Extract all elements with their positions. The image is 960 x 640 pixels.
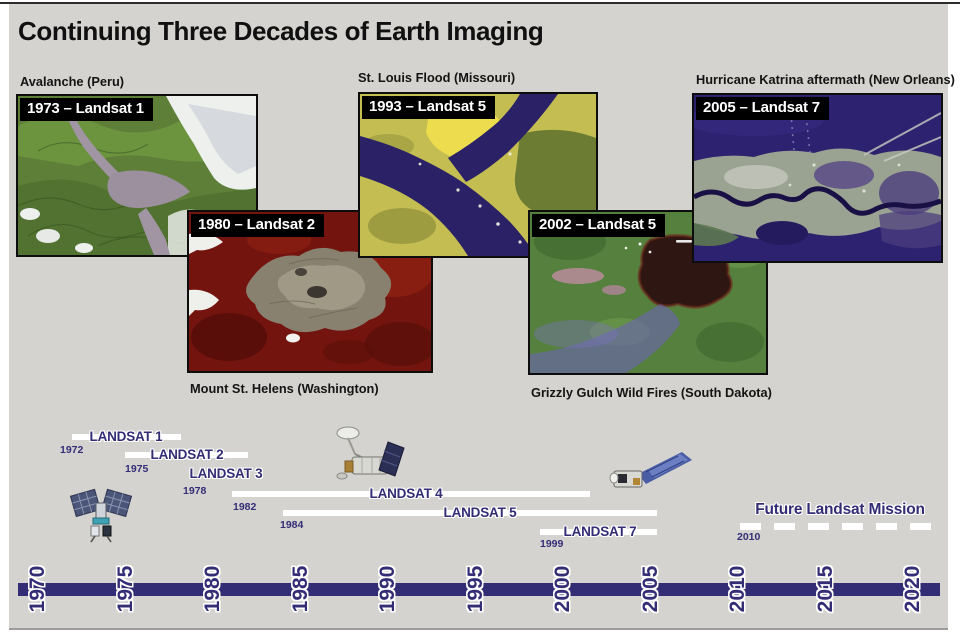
axis-year-1975: 1975 (113, 565, 137, 613)
mission-start-year-future-landsat-mission: 2010 (737, 531, 761, 543)
year-mission-badge-stlouis: 1993 – Landsat 5 (362, 96, 495, 119)
axis-year-2005: 2005 (638, 565, 662, 613)
axis-year-1970: 1970 (26, 565, 49, 613)
mission-bar-landsat-7 (540, 529, 657, 535)
satellite-image-katrina: 2005 – Landsat 7 (692, 93, 943, 263)
mission-bar-landsat-2 (125, 452, 248, 458)
peru-satellite-artwork (18, 96, 256, 255)
axis-year-2015: 2015 (813, 565, 837, 613)
image-caption-katrina: Hurricane Katrina aftermath (New Orleans… (696, 72, 955, 87)
mission-label-landsat-1: LANDSAT 1 (89, 429, 163, 444)
satellite-image-sthelens: 1980 – Landsat 2 (187, 210, 433, 373)
year-mission-badge-peru: 1973 – Landsat 1 (20, 98, 153, 121)
image-caption-peru: Avalanche (Peru) (20, 74, 125, 89)
mission-bar-landsat-5 (283, 510, 657, 516)
landsat-4-5-satellite-illustration (322, 424, 418, 484)
katrina-satellite-artwork (694, 95, 941, 261)
sthelens-satellite-artwork (189, 212, 431, 371)
axis-year-1980: 1980 (201, 565, 224, 613)
mission-bar-future-landsat-mission (740, 523, 937, 530)
satellite-image-peru: 1973 – Landsat 1 (16, 94, 258, 257)
year-mission-badge-katrina: 2005 – Landsat 7 (696, 97, 829, 120)
mission-label-future-landsat-mission: Future Landsat Mission (755, 501, 925, 518)
early-landsat-satellite-illustration (69, 486, 133, 544)
mission-label-landsat-2: LANDSAT 2 (150, 447, 224, 462)
axis-year-1990: 1990 (376, 565, 399, 613)
mission-label-landsat-3: LANDSAT 3 (189, 466, 263, 481)
page-title: Continuing Three Decades of Earth Imagin… (18, 16, 544, 46)
year-mission-badge-sthelens: 1980 – Landsat 2 (191, 214, 324, 237)
axis-year-1995: 1995 (463, 565, 487, 613)
mission-start-year-landsat-3: 1978 (183, 485, 207, 497)
timeline-axis-bar (18, 583, 940, 596)
image-caption-stlouis: St. Louis Flood (Missouri) (358, 70, 516, 85)
axis-year-2010: 2010 (726, 565, 749, 613)
axis-year-1985: 1985 (288, 565, 312, 613)
mission-bar-landsat-1 (72, 434, 181, 440)
image-caption-sthelens: Mount St. Helens (Washington) (190, 381, 379, 396)
mission-label-landsat-5: LANDSAT 5 (443, 505, 517, 520)
mission-start-year-landsat-4: 1982 (233, 501, 257, 513)
year-mission-badge-grizzly: 2002 – Landsat 5 (532, 214, 665, 237)
mission-label-landsat-4: LANDSAT 4 (369, 486, 443, 501)
mission-start-year-landsat-2: 1975 (125, 463, 149, 475)
mission-start-year-landsat-1: 1972 (60, 444, 84, 456)
mission-start-year-landsat-5: 1984 (280, 519, 304, 531)
top-border-line (0, 2, 960, 4)
image-caption-grizzly: Grizzly Gulch Wild Fires (South Dakota) (531, 385, 772, 400)
mission-label-landsat-7: LANDSAT 7 (563, 524, 637, 539)
mission-start-year-landsat-7: 1999 (540, 538, 564, 550)
axis-year-2020: 2020 (901, 565, 924, 613)
landsat-7-satellite-illustration (608, 448, 696, 496)
mission-bar-landsat-4 (232, 491, 590, 497)
axis-year-2000: 2000 (551, 565, 574, 613)
